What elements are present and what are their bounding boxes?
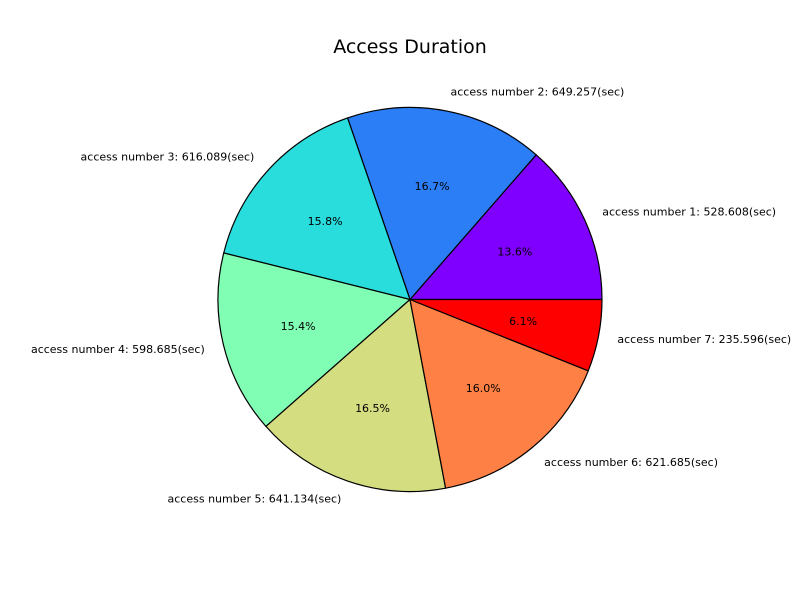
percent-label-4: 15.4%: [281, 320, 316, 333]
slices-group: [217, 106, 603, 493]
percent-label-7: 6.1%: [509, 315, 537, 328]
pie-slice-1: [409, 154, 603, 301]
slice-label-6: access number 6: 621.685(sec): [544, 456, 718, 469]
slice-labels-group: access number 1: 528.608(sec) access numb…: [31, 86, 791, 506]
percent-label-1: 13.6%: [497, 245, 532, 258]
slice-label-3: access number 3: 616.089(sec): [81, 150, 255, 163]
percent-label-5: 16.5%: [355, 402, 390, 415]
percent-label-6: 16.0%: [466, 382, 501, 395]
slice-label-7: access number 7: 235.596(sec): [617, 333, 791, 346]
pie-slice-7: [409, 298, 603, 372]
pie-slice-4: [217, 252, 411, 427]
pie-slice-5: [265, 298, 447, 493]
pie-slice-6: [409, 298, 589, 489]
chart-title: Access Duration: [333, 36, 487, 58]
slice-label-1: access number 1: 528.608(sec): [602, 206, 776, 219]
slice-label-2: access number 2: 649.257(sec): [451, 86, 625, 99]
pie-slice-3: [223, 117, 411, 301]
percent-label-3: 15.8%: [308, 215, 343, 228]
slice-label-5: access number 5: 641.134(sec): [168, 493, 342, 506]
percent-labels-group: 13.6% 16.7% 15.8% 15.4% 16.5% 16.0% 6.1%: [281, 180, 538, 415]
slice-label-4: access number 4: 598.685(sec): [31, 343, 205, 356]
pie-slice-2: [346, 106, 537, 301]
percent-label-2: 16.7%: [415, 180, 450, 193]
